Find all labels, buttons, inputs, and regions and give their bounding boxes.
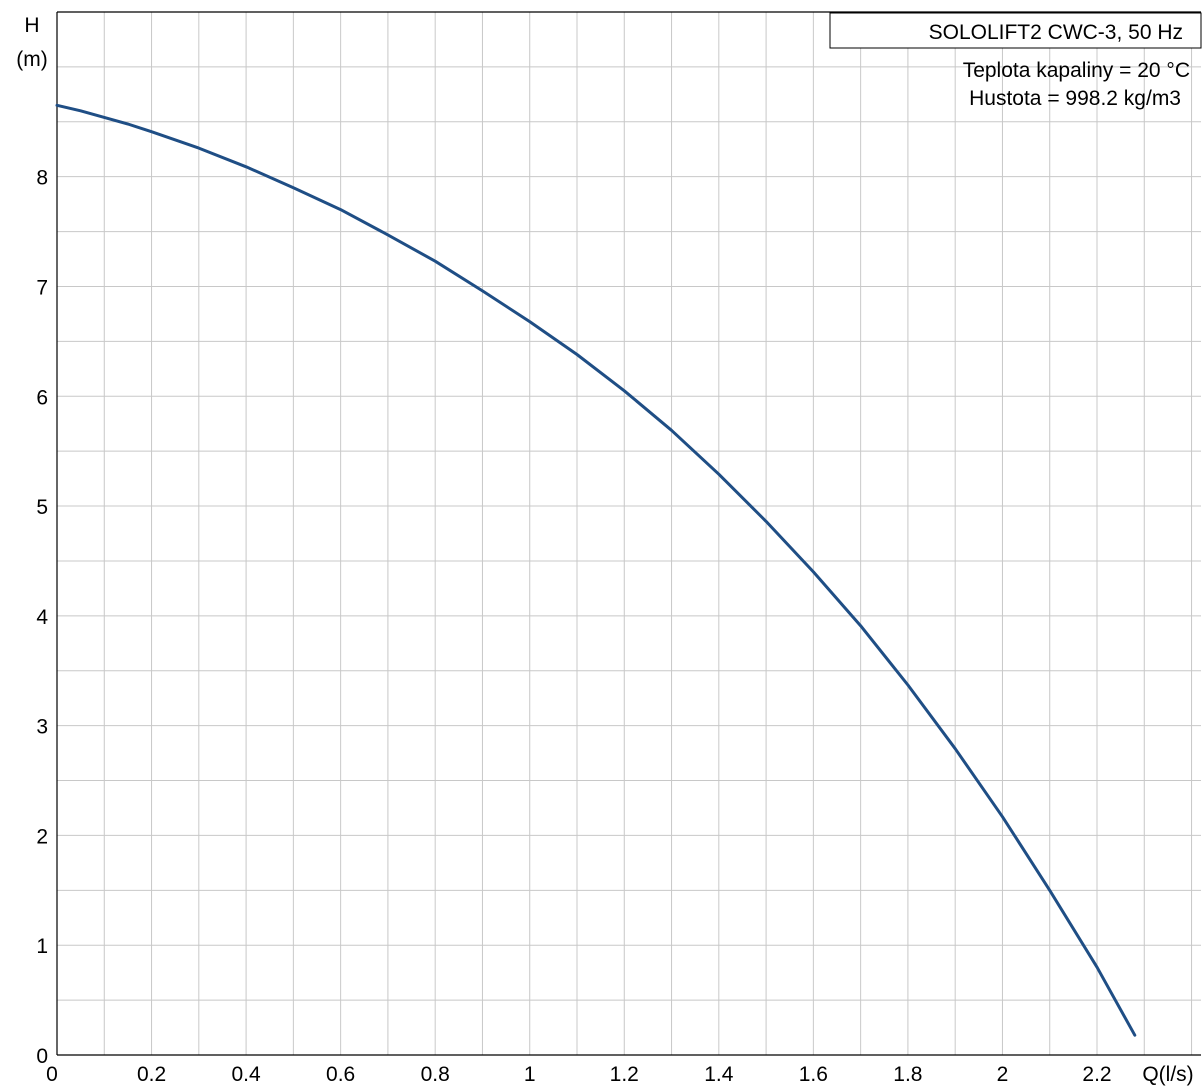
x-tick-label: 2 xyxy=(997,1063,1009,1086)
y-tick-label: 1 xyxy=(36,935,48,958)
legend-title-box xyxy=(829,12,1202,49)
y-tick-label: 3 xyxy=(36,716,48,739)
x-tick-label: 0 xyxy=(46,1063,58,1086)
y-tick-label: 0 xyxy=(36,1045,48,1068)
y-tick-label: 7 xyxy=(36,276,48,299)
x-tick-label: 2.2 xyxy=(1082,1063,1111,1086)
x-tick-label: 1.4 xyxy=(704,1063,734,1086)
x-tick-label: 0.8 xyxy=(421,1063,450,1086)
series-layer xyxy=(55,103,1137,1037)
y-tick-label: 8 xyxy=(36,167,48,190)
x-axis-label: Q(l/s) xyxy=(1142,1063,1193,1086)
y-tick-label: 5 xyxy=(36,496,48,519)
pump-head-curve xyxy=(55,103,1137,1037)
y-tick-label: 2 xyxy=(36,825,48,848)
y-axis-label-unit: (m) xyxy=(16,48,47,71)
x-tick-label: 1 xyxy=(524,1063,536,1086)
grid xyxy=(57,11,1201,1055)
legend-title: SOLOLIFT2 CWC-3, 50 Hz xyxy=(929,21,1183,44)
legend-fluid-temperature: Teplota kapaliny = 20 °C xyxy=(963,59,1190,82)
x-tick-labels: 0 0.2 0.4 0.6 0.8 1 1.2 1.4 1.6 1.8 2 2.2 xyxy=(46,1063,1111,1086)
y-tick-label: 6 xyxy=(36,386,48,409)
x-tick-label: 1.8 xyxy=(893,1063,922,1086)
axes xyxy=(56,11,1201,1056)
y-axis-label-symbol: H xyxy=(24,14,39,37)
x-tick-label: 1.6 xyxy=(799,1063,828,1086)
x-tick-label: 0.4 xyxy=(231,1063,261,1086)
x-tick-label: 0.6 xyxy=(326,1063,355,1086)
y-tick-label: 4 xyxy=(36,606,48,629)
legend: SOLOLIFT2 CWC-3, 50 Hz Teplota kapaliny … xyxy=(829,12,1202,110)
x-tick-label: 0.2 xyxy=(137,1063,166,1086)
x-tick-label: 1.2 xyxy=(610,1063,639,1086)
y-tick-labels: 0 1 2 3 4 5 6 7 8 xyxy=(36,167,48,1068)
legend-density: Hustota = 998.2 kg/m3 xyxy=(969,87,1181,110)
